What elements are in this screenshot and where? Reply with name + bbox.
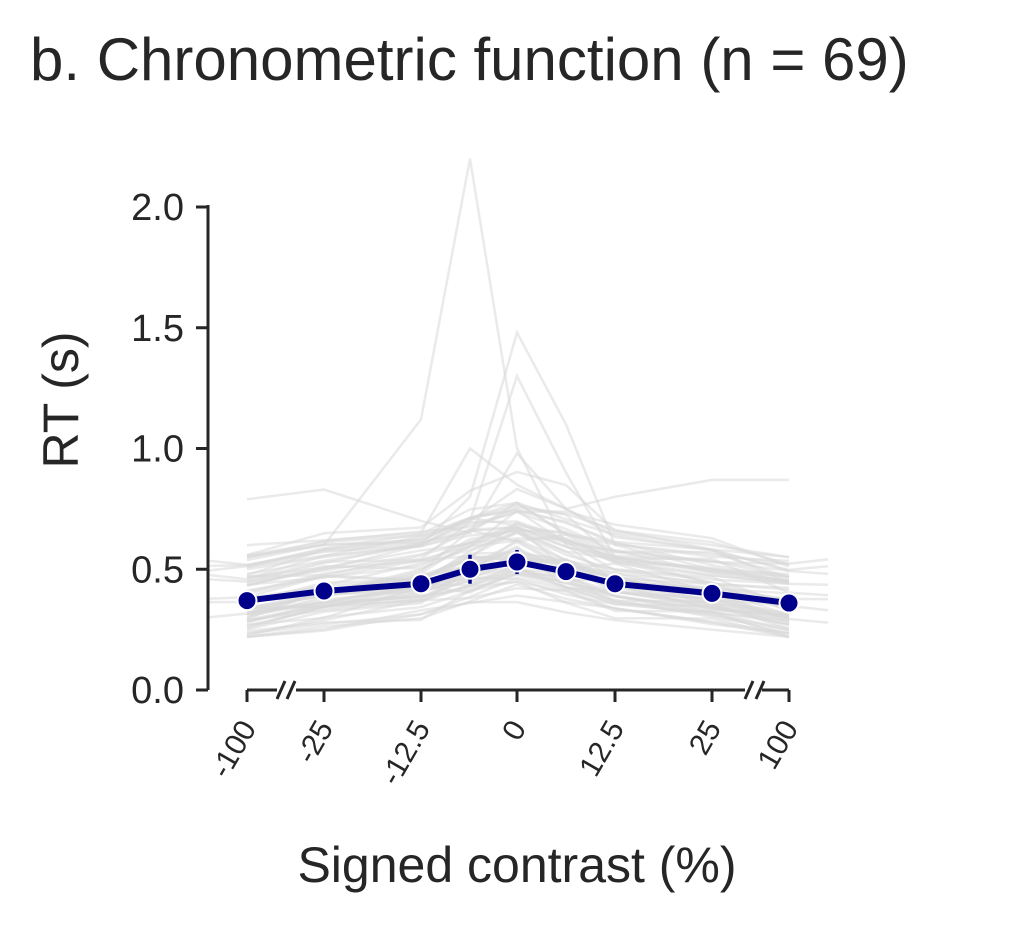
mean-point <box>506 551 528 573</box>
x-tick-label: -12.5 <box>374 715 437 791</box>
y-tick-label: 1.0 <box>131 429 184 471</box>
x-axis <box>247 680 789 700</box>
y-tick-label: 0.0 <box>131 670 184 712</box>
subject-line <box>246 510 790 572</box>
subject-line <box>246 501 790 566</box>
subject-line <box>246 530 790 604</box>
mean-point <box>555 561 577 583</box>
axis-break-mark <box>275 680 287 700</box>
subject-line <box>246 516 790 579</box>
x-tick-label: -25 <box>290 715 340 769</box>
axis-break-mark <box>743 680 755 700</box>
y-tick-label: 2.0 <box>131 187 184 229</box>
subject-line <box>246 600 790 639</box>
x-tick-label: 12.5 <box>573 715 631 782</box>
mean-point <box>604 573 626 595</box>
subject-line <box>246 470 790 566</box>
subject-line <box>246 537 790 585</box>
mean-point <box>701 582 723 604</box>
y-axis-label: RT (s) <box>33 331 89 468</box>
subject-line <box>246 587 790 636</box>
y-tick-label: 0.5 <box>131 549 184 591</box>
x-tick-label: 100 <box>751 715 805 775</box>
mean-point <box>459 558 481 580</box>
axis-break-mark <box>285 680 297 700</box>
x-axis-ticks: -100 -25 -12.5 0 12.5 25 100 <box>204 690 805 791</box>
x-tick-label: 25 <box>683 715 728 760</box>
y-tick-label: 1.5 <box>131 308 184 350</box>
individual-subject-lines <box>207 158 829 639</box>
mean-point <box>778 592 800 614</box>
mean-point <box>410 573 432 595</box>
chart-title: b. Chronometric function (n = 69) <box>30 26 909 93</box>
y-axis-ticks: 0.0 0.5 1.0 1.5 2.0 <box>131 187 208 712</box>
mean-point <box>313 580 335 602</box>
subject-line <box>246 580 790 626</box>
x-tick-label: -100 <box>204 715 263 784</box>
subject-line <box>246 451 789 535</box>
axis-break-mark <box>754 680 766 700</box>
x-axis-label: Signed contrast (%) <box>297 837 736 893</box>
subject-line <box>246 527 790 579</box>
mean-point <box>236 590 258 612</box>
mean-series <box>236 549 800 614</box>
x-tick-label: 0 <box>496 715 533 746</box>
